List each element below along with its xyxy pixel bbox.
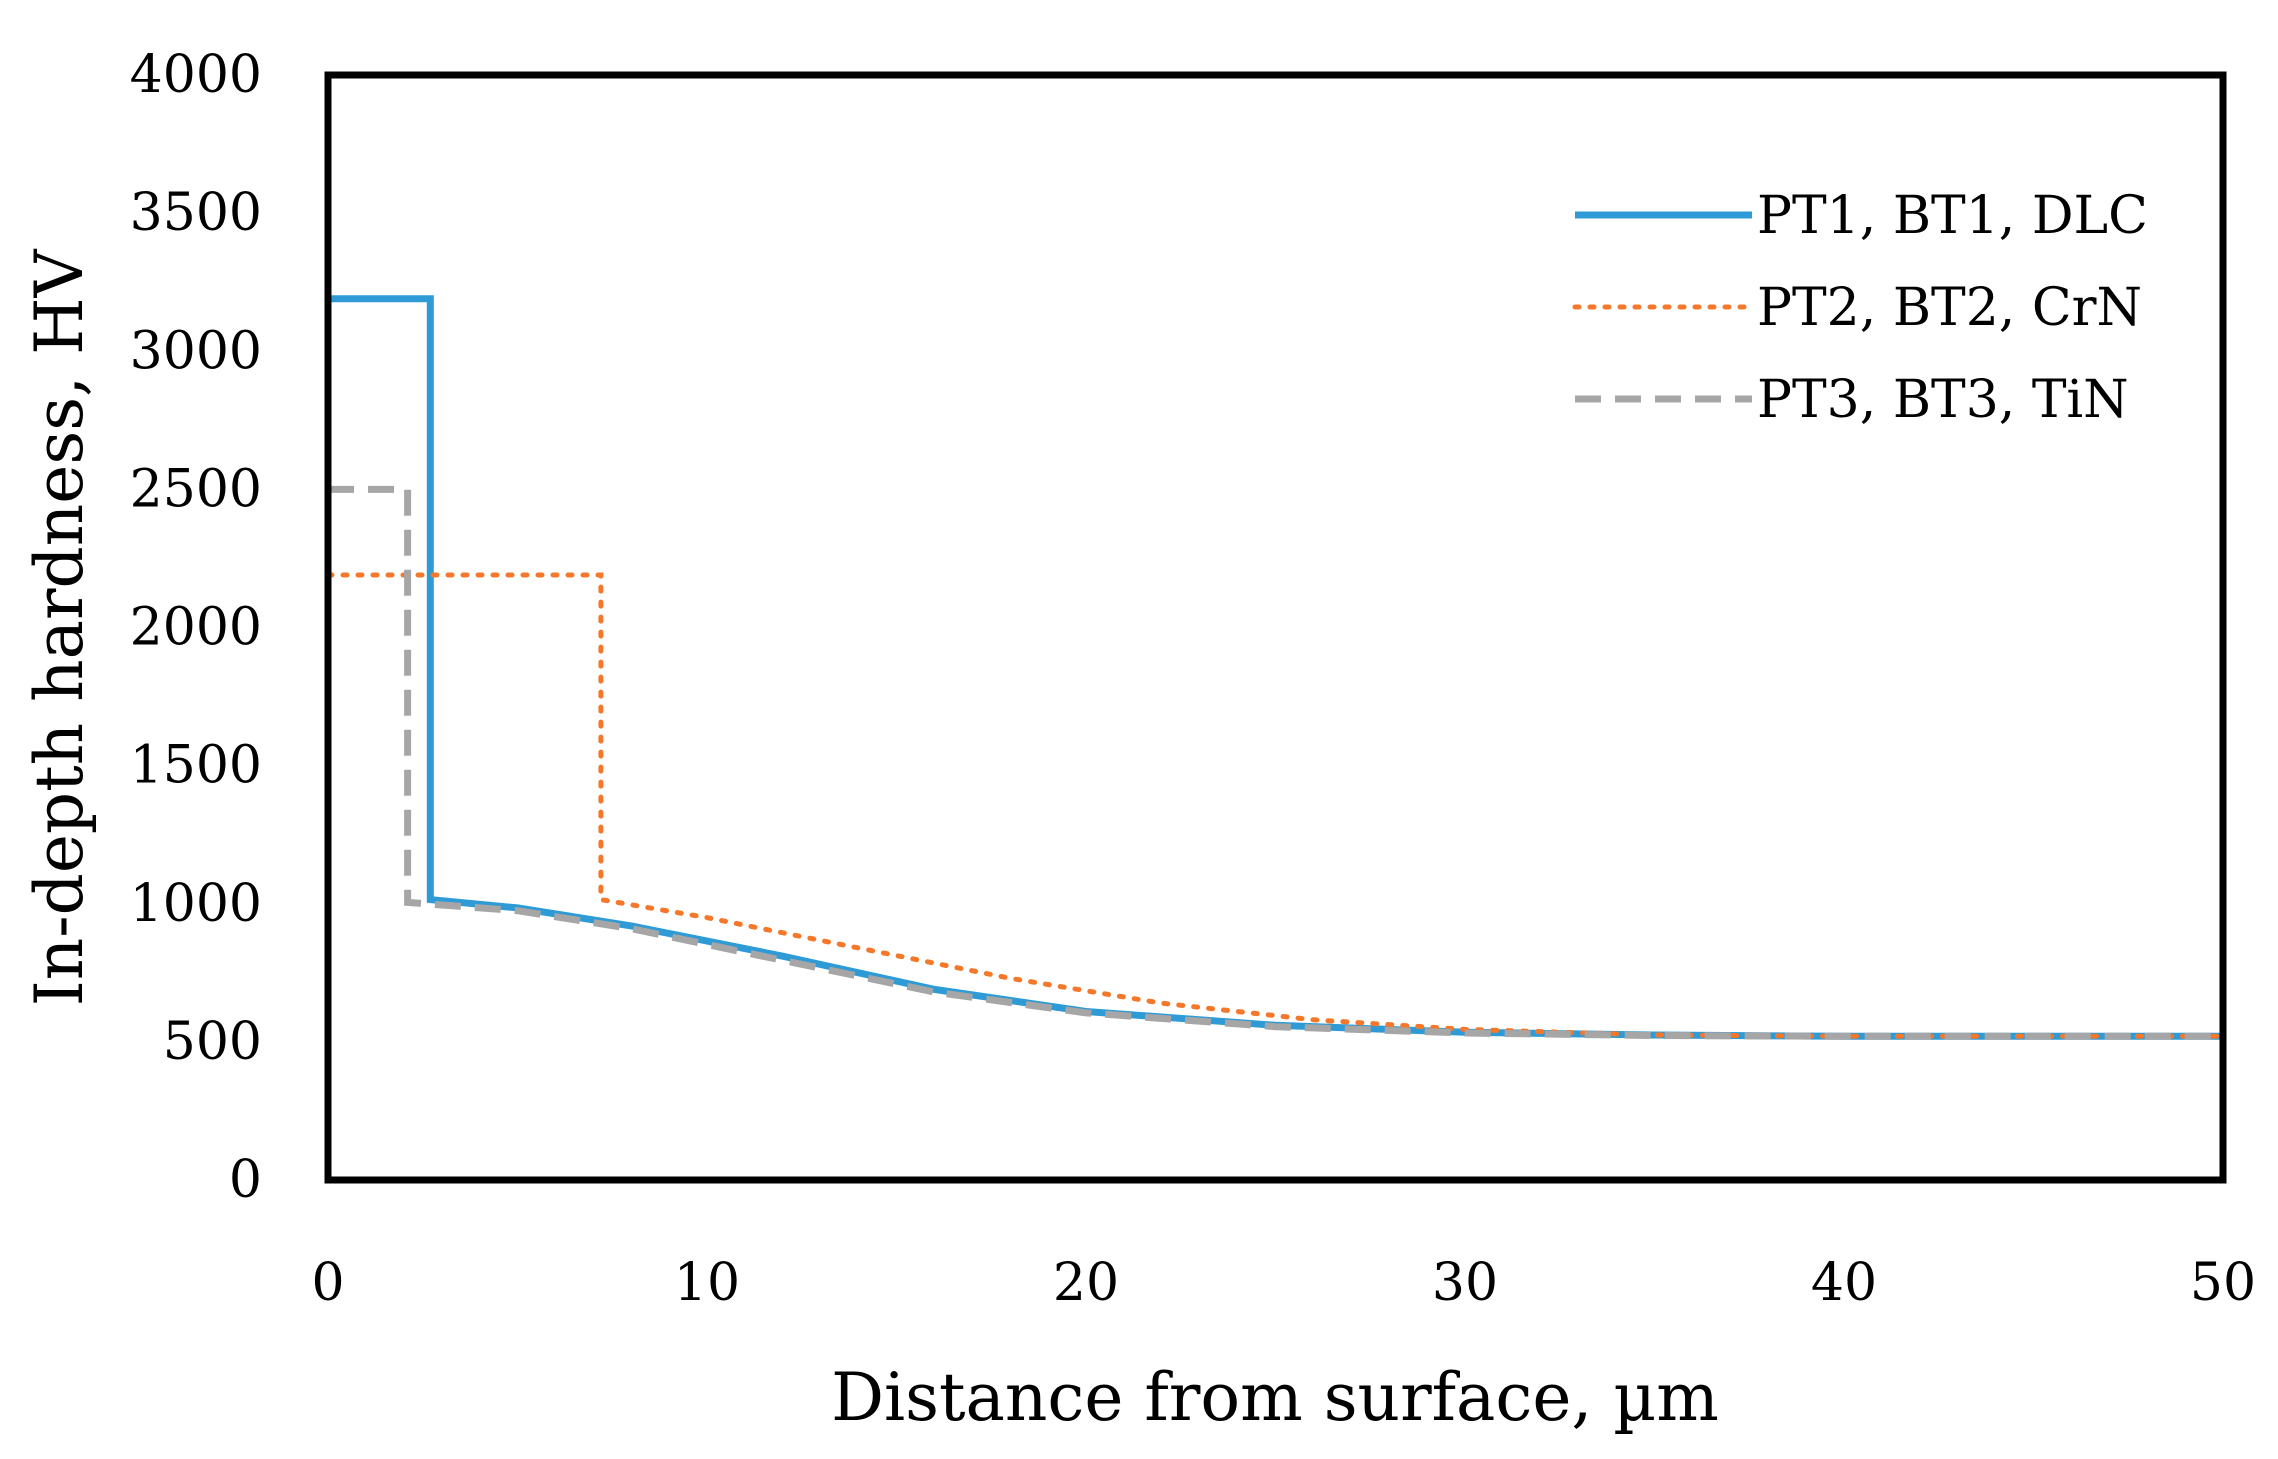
x-axis-title: Distance from surface, µm — [831, 1359, 1719, 1436]
y-tick-label: 2500 — [130, 459, 262, 519]
x-tick-label: 0 — [311, 1253, 344, 1313]
y-tick-label: 1500 — [130, 736, 262, 796]
plot-area-frame — [324, 71, 2227, 1184]
y-tick-label: 1000 — [130, 874, 262, 934]
x-tick-label: 50 — [2190, 1253, 2256, 1313]
x-tick-label: 10 — [674, 1253, 740, 1313]
y-tick-label: 500 — [163, 1012, 262, 1072]
legend-label-2: PT2, BT2, CrN — [1757, 278, 2142, 338]
y-axis-title: In-depth hardness, HV — [21, 248, 98, 1006]
series-line-3 — [328, 485, 2223, 1040]
series-line-2 — [325, 572, 2226, 1039]
y-tick-label: 0 — [229, 1150, 262, 1210]
legend-label-3: PT3, BT3, TiN — [1757, 370, 2129, 430]
legend-label-1: PT1, BT1, DLC — [1757, 186, 2148, 246]
x-tick-label: 40 — [1811, 1253, 1877, 1313]
x-tick-label: 30 — [1432, 1253, 1498, 1313]
legend: PT1, BT1, DLC PT2, BT2, CrN PT3, BT3, TiN — [1572, 186, 2148, 430]
y-tick-label: 4000 — [130, 45, 262, 105]
x-tick-label: 20 — [1053, 1253, 1119, 1313]
y-tick-label: 3000 — [130, 321, 262, 381]
x-axis-ticks: 0 10 20 30 40 50 — [311, 1253, 2256, 1313]
y-axis-ticks: 0 500 1000 1500 2000 2500 3000 3500 4000 — [130, 45, 262, 1210]
series-layer — [325, 295, 2226, 1040]
series-line-1 — [328, 295, 2223, 1040]
y-tick-label: 3500 — [130, 183, 262, 243]
y-tick-label: 2000 — [130, 598, 262, 658]
